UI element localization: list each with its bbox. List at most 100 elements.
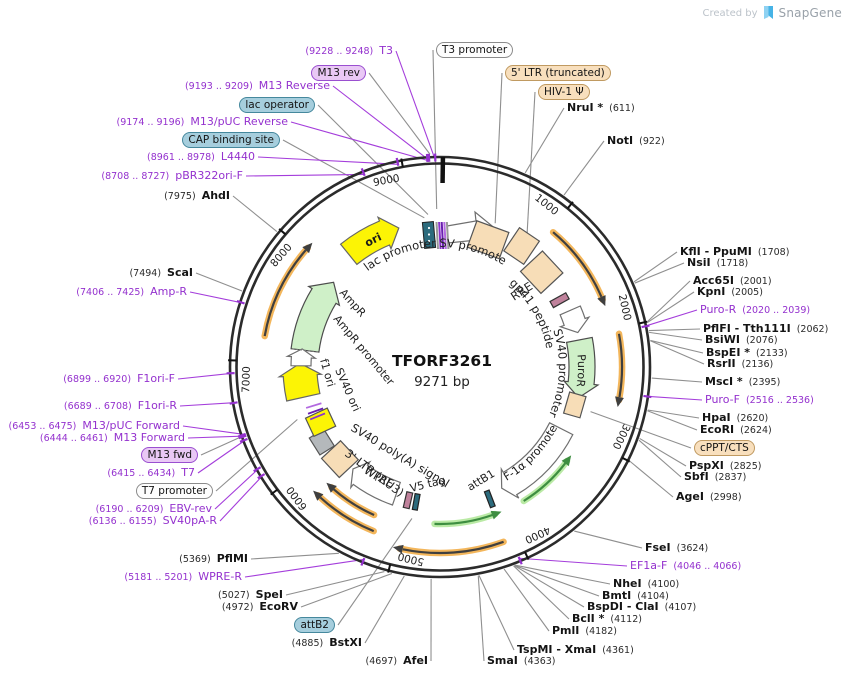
callout-num: (2825) — [729, 461, 762, 472]
callout-msci[interactable]: MscI * (2395) — [705, 374, 780, 389]
callout-f1ori-r[interactable]: (6689 .. 6708) F1ori-R — [64, 398, 177, 413]
callout-num: (7975) — [164, 191, 196, 202]
callout-badge-label[interactable]: M13 fwd — [141, 447, 198, 463]
callout-ahdi[interactable]: (7975) AhdI — [164, 188, 230, 203]
callout-m13-reverse[interactable]: (9193 .. 9209) M13 Reverse — [185, 78, 330, 93]
callout-f1ori-f[interactable]: (6899 .. 6920) F1ori-F — [63, 371, 175, 386]
callout-pflmi[interactable]: (5369) PflMI — [179, 551, 248, 566]
callout-m13-puc-forward[interactable]: (6453 .. 6475) M13/pUC Forward — [8, 418, 180, 433]
feature-wpre-box[interactable] — [349, 460, 402, 506]
callout-nsii[interactable]: NsiI (1718) — [687, 255, 748, 270]
callout-num: (611) — [609, 103, 635, 114]
callout-m13-rev[interactable]: M13 rev — [311, 65, 366, 81]
feature-hiv1-psi-box[interactable] — [502, 226, 541, 266]
callout-hpai[interactable]: HpaI (2620) — [702, 410, 768, 425]
callout-ef1a-f[interactable]: EF1a-F (4046 .. 4066) — [630, 558, 741, 573]
callout-ecorv[interactable]: (4972) EcoRV — [222, 599, 298, 614]
callout-noti[interactable]: NotI (922) — [607, 133, 665, 148]
callout-pmli[interactable]: PmlI (4182) — [552, 623, 617, 638]
callout-bmti[interactable]: BmtI (4104) — [602, 588, 669, 603]
callout-ebv-rev[interactable]: (6190 .. 6209) EBV-rev — [96, 501, 212, 516]
callout-fsei[interactable]: FseI (3624) — [645, 540, 708, 555]
callout-badge-label[interactable]: 5' LTR (truncated) — [505, 65, 611, 81]
callout-bspdi-clai[interactable]: BspDI - ClaI (4107) — [587, 599, 696, 614]
callout-sv40pa-r[interactable]: (6136 .. 6155) SV40pA-R — [89, 513, 217, 528]
callout-name: SbfI — [684, 470, 709, 483]
callout-attb2[interactable]: attB2 — [294, 617, 335, 633]
callout-smai[interactable]: SmaI (4363) — [487, 653, 556, 668]
feature-v5-marker[interactable] — [402, 491, 414, 510]
callout-badge-label[interactable]: CAP binding site — [182, 132, 280, 148]
feature-sv40-ori-box[interactable] — [304, 407, 337, 438]
feature-3ltr-box[interactable] — [320, 439, 360, 479]
callout-5-ltr-truncated[interactable]: 5' LTR (truncated) — [505, 65, 611, 81]
callout-name: EF1a-F — [630, 559, 668, 572]
feature-sv40-promoter-arrow[interactable] — [558, 305, 591, 334]
callout-t7-promoter[interactable]: T7 promoter — [135, 483, 213, 499]
callout-puro-r[interactable]: Puro-R (2020 .. 2039) — [700, 302, 810, 317]
callout-badge-label[interactable]: HIV-1 Ψ — [538, 84, 590, 100]
callout-pbr322ori-f[interactable]: (8708 .. 8727) pBR322ori-F — [101, 168, 243, 183]
callout-kpni[interactable]: KpnI (2005) — [697, 284, 763, 299]
feature-rre-box[interactable] — [519, 250, 564, 295]
callout-sbfi[interactable]: SbfI (2837) — [684, 469, 746, 484]
callout-lac-operator[interactable]: lac operator — [239, 97, 315, 113]
callout-nrui[interactable]: NruI * (611) — [567, 100, 635, 115]
callout-badge-label[interactable]: T3 promoter — [436, 42, 514, 58]
feature-f1-ori-arrow[interactable] — [277, 362, 324, 402]
callout-wpre-r[interactable]: (5181 .. 5201) WPRE-R — [124, 569, 242, 584]
tick-label-2000: 2000 — [616, 293, 633, 322]
callout-acc65i[interactable]: Acc65I (2001) — [693, 273, 772, 288]
callout-name: RsrII — [707, 357, 736, 370]
feature-ef1a-promoter-box[interactable] — [500, 421, 574, 499]
callout-badge-label[interactable]: attB2 — [294, 617, 335, 633]
callout-bsiwi[interactable]: BsiWI (2076) — [705, 332, 778, 347]
callout-afei[interactable]: (4697) AfeI — [366, 653, 428, 668]
callout-l4440[interactable]: (8961 .. 8978) L4440 — [147, 149, 255, 164]
callout-num: (4112) — [610, 614, 642, 625]
callout-num: (4361) — [602, 645, 634, 656]
callout-num: (2624) — [740, 425, 772, 436]
feature-ampr-promoter-arrow[interactable] — [285, 348, 318, 367]
callout-ecori[interactable]: EcoRI (2624) — [700, 422, 772, 437]
plasmid-size: 9271 bp — [414, 374, 470, 390]
callout-m13-forward[interactable]: (6444 .. 6461) M13 Forward — [40, 430, 185, 445]
callout-m13-puc-reverse[interactable]: (9174 .. 9196) M13/pUC Reverse — [117, 114, 288, 129]
callout-nhei[interactable]: NheI (4100) — [613, 576, 679, 591]
callout-hiv-1[interactable]: HIV-1 Ψ — [538, 84, 590, 100]
feature-cppt-cts-box[interactable] — [562, 391, 587, 419]
callout-badge-label[interactable]: cPPT/CTS — [694, 440, 755, 456]
feature-puror-arrow[interactable] — [562, 336, 600, 399]
callout-name: AgeI — [676, 490, 704, 503]
callout-scai[interactable]: (7494) ScaI — [129, 265, 193, 280]
feature-5ltr-box[interactable] — [466, 220, 510, 260]
callout-bstxi[interactable]: (4885) BstXI — [292, 635, 362, 650]
callout-badge-label[interactable]: M13 rev — [311, 65, 366, 81]
callout-rsrii[interactable]: RsrII (2136) — [707, 356, 773, 371]
callout-puro-f[interactable]: Puro-F (2516 .. 2536) — [705, 392, 814, 407]
callout-badge-label[interactable]: T7 promoter — [135, 483, 213, 499]
callout-bcli[interactable]: BclI * (4112) — [572, 611, 642, 626]
callout-tspmi-xmai[interactable]: TspMI - XmaI (4361) — [517, 642, 634, 657]
callout-m13-fwd[interactable]: M13 fwd — [141, 447, 198, 463]
callout-amp-r[interactable]: (7406 .. 7425) Amp-R — [76, 284, 187, 299]
callout-pflfi-tth111i[interactable]: PflFI - Tth111I (2062) — [703, 321, 828, 336]
feature-ori-arrow[interactable] — [339, 216, 400, 266]
callout-spei[interactable]: (5027) SpeI — [218, 587, 283, 602]
feature-attb2-marker[interactable] — [411, 492, 421, 511]
callout-t3[interactable]: (9228 .. 9248) T3 — [305, 43, 393, 58]
callout-t7[interactable]: (6415 .. 6434) T7 — [107, 465, 195, 480]
callout-bspei[interactable]: BspEI * (2133) — [706, 345, 788, 360]
callout-num: (4182) — [585, 626, 617, 637]
callout-cap-binding-site[interactable]: CAP binding site — [182, 132, 280, 148]
callout-badge-label[interactable]: lac operator — [239, 97, 315, 113]
feature-gp41-marker[interactable] — [549, 291, 570, 309]
feature-attb1-marker[interactable] — [483, 489, 496, 509]
callout-cppt-cts[interactable]: cPPT/CTS — [694, 440, 755, 456]
feature-ampr-arrow[interactable] — [290, 281, 341, 353]
callout-pspxi[interactable]: PspXI (2825) — [689, 458, 761, 473]
callout-num: (2133) — [756, 348, 788, 359]
callout-agei[interactable]: AgeI (2998) — [676, 489, 742, 504]
callout-kfli-ppumi[interactable]: KflI - PpuMI (1708) — [680, 244, 789, 259]
callout-t3-promoter[interactable]: T3 promoter — [436, 42, 514, 58]
